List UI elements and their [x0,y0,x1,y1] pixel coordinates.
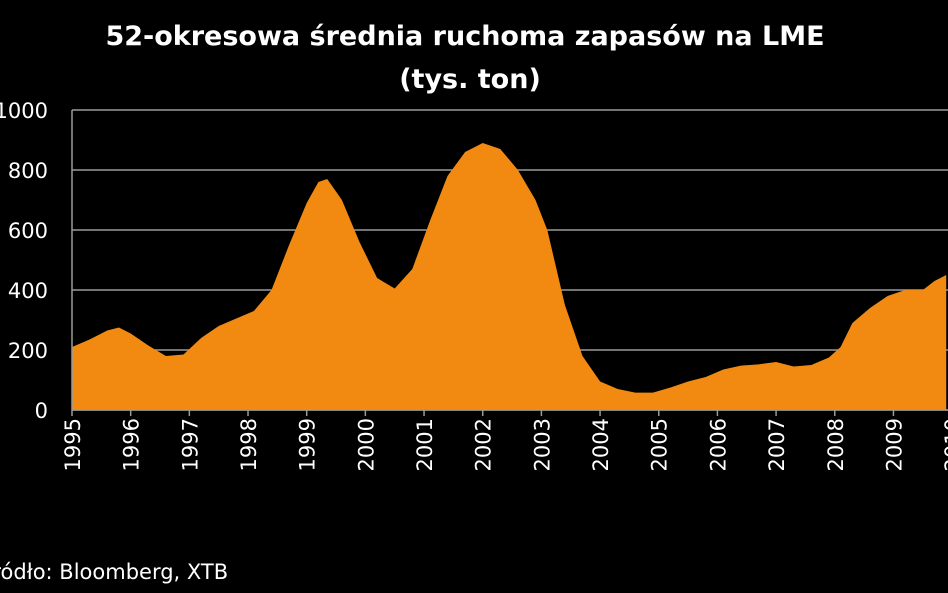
x-tick-label: 2001 [413,418,437,471]
x-tick-label: 1997 [178,418,202,471]
chart-title: 52-okresowa średnia ruchoma zapasów na L… [105,21,824,52]
chart-subtitle: (tys. ton) [399,64,541,95]
y-tick-label: 800 [8,159,48,183]
y-tick-label: 1000 [0,99,48,123]
x-tick-label: 2000 [354,418,378,471]
x-tick-label: 2008 [824,418,848,471]
x-tick-label: 2009 [882,418,906,471]
y-tick-label: 0 [35,399,48,423]
x-tick-label: 2010 [941,418,948,471]
x-tick-label: 2007 [765,418,789,471]
x-tick-label: 2002 [472,418,496,471]
y-tick-label: 400 [8,279,48,303]
x-tick-label: 1998 [237,418,261,471]
x-tick-label: 2004 [589,418,613,471]
x-tick-label: 2003 [530,418,554,471]
x-tick-label: 1999 [296,418,320,471]
y-tick-label: 200 [8,339,48,363]
x-tick-label: 2006 [706,418,730,471]
x-tick-label: 2005 [648,418,672,471]
source-note: Źródło: Bloomberg, XTB [0,559,228,584]
x-tick-label: 1995 [61,418,85,471]
area [72,143,947,410]
y-tick-label: 600 [8,219,48,243]
x-tick-label: 1996 [120,418,144,471]
